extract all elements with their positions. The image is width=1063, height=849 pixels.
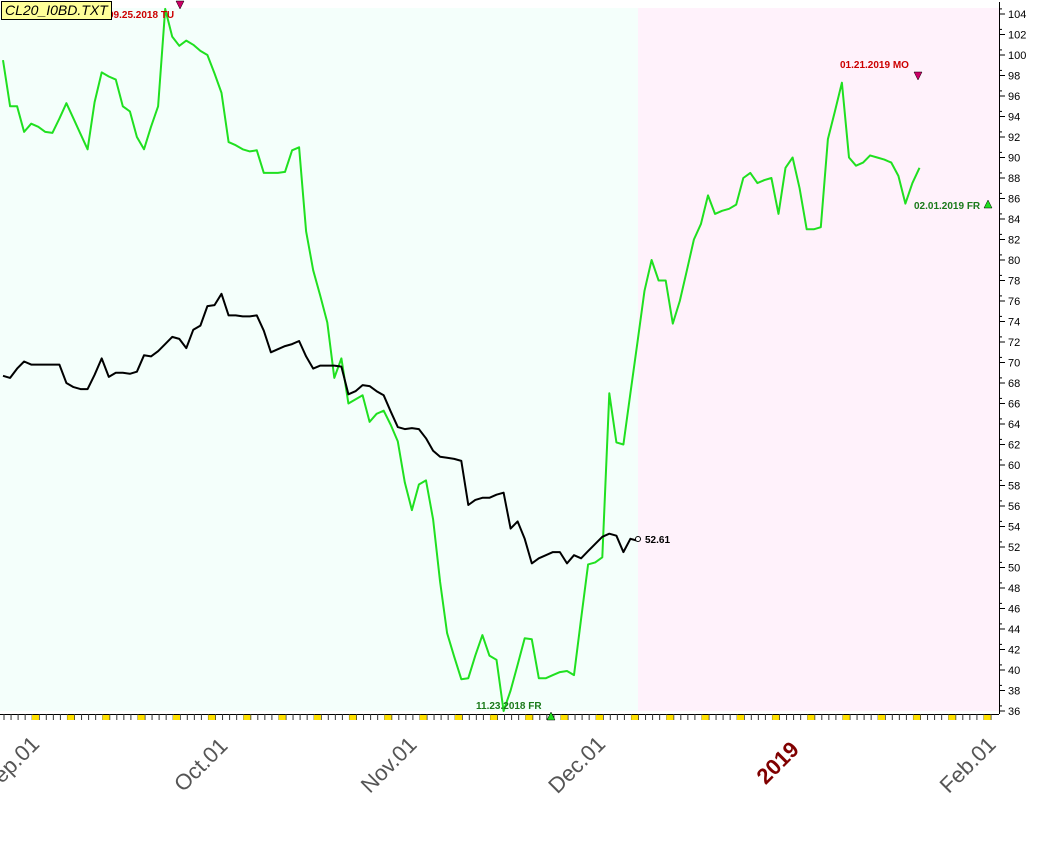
y-tick-label: 94	[1008, 112, 1020, 124]
y-tick-label: 72	[1008, 337, 1020, 349]
x-week-marker	[878, 715, 885, 720]
y-tick-label: 62	[1008, 440, 1020, 452]
y-tick-label: 78	[1008, 276, 1020, 288]
y-tick-label: 74	[1008, 317, 1020, 329]
x-week-marker	[419, 715, 427, 720]
x-tick-label: Dec.01	[543, 731, 610, 798]
x-week-marker	[525, 715, 533, 720]
y-tick-label: 44	[1008, 624, 1020, 636]
x-tick-label: Nov.01	[356, 732, 422, 798]
x-week-marker	[455, 715, 462, 720]
y-tick-label: 100	[1008, 50, 1026, 62]
high-marker-icon	[913, 71, 923, 81]
y-tick-label: 98	[1008, 71, 1020, 83]
x-week-marker	[807, 715, 815, 720]
x-tick-label: Oct.01	[169, 733, 233, 797]
y-tick-label: 42	[1008, 645, 1020, 657]
x-week-marker	[983, 715, 991, 720]
y-axis: 36 38 40 42 44 46 48 50 52 54 56 58 60 62 64 66 68 70 72 74…	[999, 2, 1026, 718]
x-week-marker	[173, 715, 180, 720]
y-tick-label: 102	[1008, 30, 1026, 42]
x-week-marker	[737, 715, 744, 720]
x-week-marker	[948, 715, 956, 720]
file-title: CL20_I0BD.TXT	[1, 1, 112, 20]
annotation-label: 52.61	[645, 535, 670, 546]
x-week-marker	[490, 715, 498, 720]
y-tick-label: 76	[1008, 296, 1020, 308]
y-tick-label: 56	[1008, 501, 1020, 513]
y-tick-label: 52	[1008, 542, 1020, 554]
y-tick-label: 68	[1008, 378, 1020, 390]
y-tick-label: 86	[1008, 194, 1020, 206]
y-tick-label: 58	[1008, 481, 1020, 493]
x-week-marker	[701, 715, 709, 720]
low-marker-icon	[546, 711, 556, 721]
y-tick-label: 80	[1008, 255, 1020, 267]
x-week-marker	[384, 715, 392, 720]
background-region	[0, 8, 638, 711]
annotation-label: 02.01.2019 FR	[914, 201, 981, 212]
x-week-marker	[137, 715, 145, 720]
y-tick-label: 88	[1008, 173, 1020, 185]
y-tick-label: 104	[1008, 9, 1026, 21]
x-week-marker	[102, 715, 110, 720]
y-tick-label: 82	[1008, 235, 1020, 247]
y-tick-label: 92	[1008, 132, 1020, 144]
x-week-marker	[666, 715, 674, 720]
y-tick-label: 50	[1008, 563, 1020, 575]
y-tick-label: 40	[1008, 665, 1020, 677]
x-tick-label: Sep.01	[0, 731, 44, 798]
y-tick-label: 90	[1008, 153, 1020, 165]
x-week-marker	[208, 715, 216, 720]
x-week-marker	[314, 715, 321, 720]
x-week-marker	[278, 715, 286, 720]
x-week-marker	[631, 715, 639, 720]
series-line-black	[2, 292, 638, 565]
x-week-marker	[596, 715, 603, 720]
series-lines	[2, 7, 921, 712]
x-tick-label: 2019	[752, 737, 804, 789]
y-tick-label: 48	[1008, 583, 1020, 595]
y-tick-label: 66	[1008, 399, 1020, 411]
series-line-green	[2, 7, 921, 712]
x-axis: Sep.01 Oct.01 Nov.01 Dec.01 2019 Feb.01	[0, 714, 1001, 798]
x-week-marker	[243, 715, 251, 720]
y-tick-label: 46	[1008, 604, 1020, 616]
x-week-marker	[772, 715, 780, 720]
annotation-label: 11.23.2018 FR	[476, 701, 542, 712]
low-marker-icon	[983, 199, 993, 209]
y-tick-label: 36	[1008, 706, 1020, 718]
x-tick-label: Feb.01	[935, 732, 1001, 798]
background-region	[638, 8, 999, 711]
y-tick-label: 64	[1008, 419, 1020, 431]
y-tick-label: 96	[1008, 91, 1020, 103]
y-tick-label: 54	[1008, 522, 1020, 534]
high-marker-icon	[175, 0, 185, 10]
x-week-marker	[560, 715, 568, 720]
y-tick-label: 38	[1008, 686, 1020, 698]
background-regions	[0, 8, 999, 711]
annotation-label: 09.25.2018 TU	[108, 10, 174, 21]
x-week-marker	[67, 715, 75, 720]
y-tick-label: 60	[1008, 460, 1020, 472]
x-week-marker	[349, 715, 357, 720]
x-week-marker	[913, 715, 921, 720]
annotations: 09.25.2018 TU 01.21.2019 MO 02.01.2019 FR 1…	[108, 0, 993, 721]
x-week-marker	[32, 715, 39, 720]
last-value-marker	[635, 536, 641, 542]
annotation-label: 01.21.2019 MO	[840, 60, 909, 71]
y-tick-label: 70	[1008, 358, 1020, 370]
x-week-marker	[842, 715, 850, 720]
y-tick-label: 84	[1008, 214, 1020, 226]
